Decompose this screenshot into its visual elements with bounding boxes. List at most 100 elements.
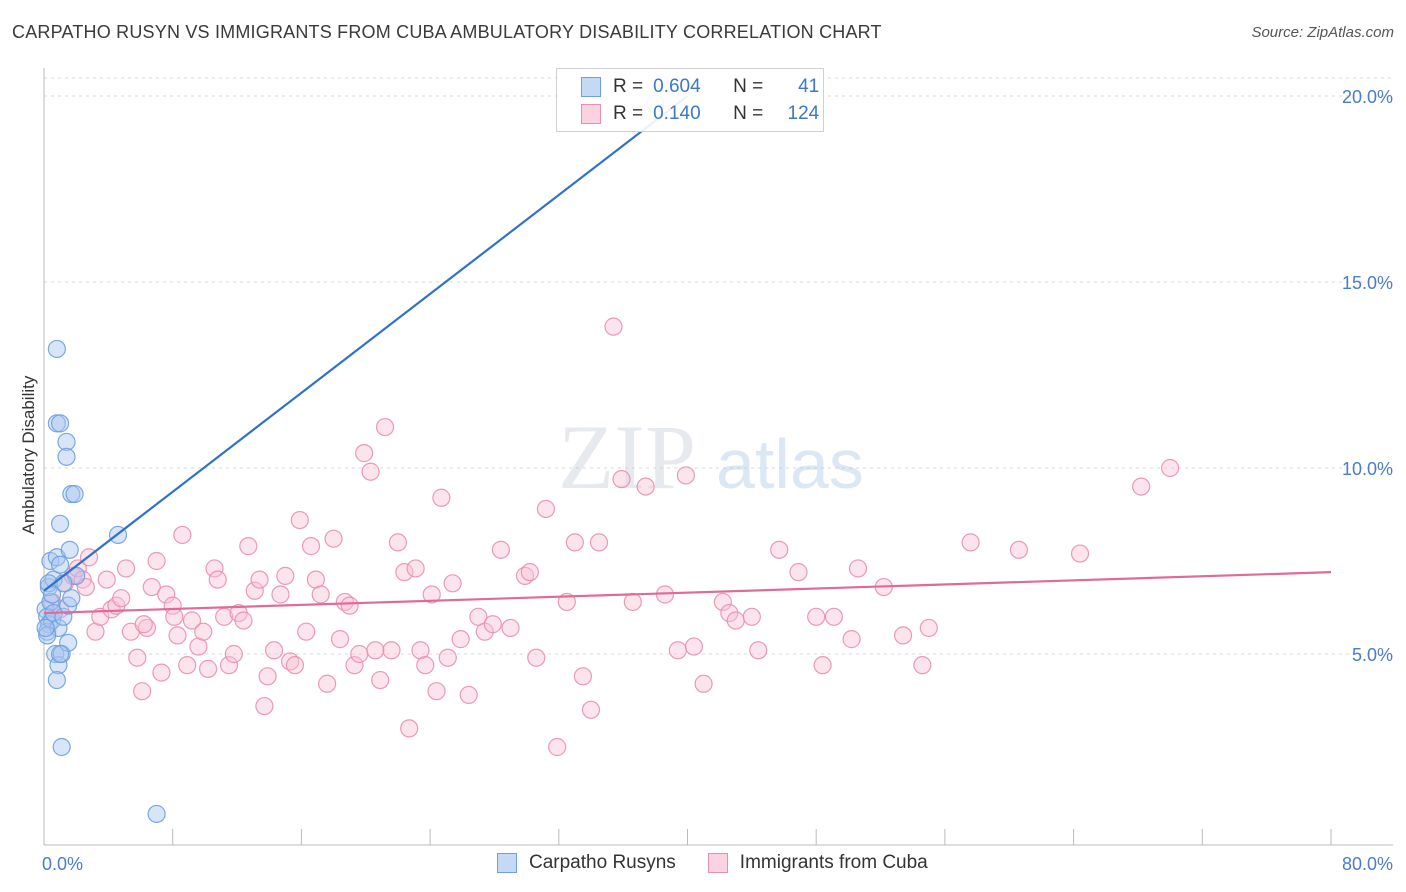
point-carpatho-rusyn [47, 339, 66, 359]
point-immigrants-cuba [432, 488, 451, 507]
point-immigrants-cuba [713, 592, 732, 612]
point-carpatho-rusyn [60, 540, 79, 559]
point-immigrants-cuba [676, 466, 695, 485]
point-carpatho-rusyn [52, 737, 71, 757]
axes [43, 68, 1393, 846]
legend-n-label: N = [733, 76, 764, 97]
point-immigrants-cuba [245, 581, 264, 600]
point-immigrants-cuba [112, 589, 131, 608]
point-immigrants-cuba [165, 607, 184, 626]
y-axis-label: Ambulatory Disability [19, 375, 38, 534]
point-immigrants-cuba [459, 685, 478, 705]
y-tick-label: 20.0% [1342, 87, 1393, 107]
bottom-legend-swatch-pink [707, 853, 728, 873]
trend-lines [43, 95, 1332, 615]
point-carpatho-rusyn [62, 589, 81, 608]
bottom-legend-label: Carpatho Rusyns [529, 852, 676, 873]
point-immigrants-cuba [527, 648, 546, 667]
point-immigrants-cuba [68, 559, 87, 578]
legend: R = 0.604 N = 41 R = 0.140 N = 124 [556, 68, 824, 132]
point-immigrants-cuba [443, 574, 462, 593]
trend-line-cuba [43, 571, 1332, 615]
point-immigrants-cuba [770, 540, 789, 559]
point-immigrants-cuba [636, 477, 655, 496]
point-immigrants-cuba [501, 618, 520, 638]
bottom-legend: Carpatho Rusyns Immigrants from Cuba [497, 852, 960, 874]
point-carpatho-rusyn [41, 592, 60, 612]
point-immigrants-cuba [1132, 477, 1151, 496]
point-immigrants-cuba [134, 615, 153, 634]
point-immigrants-cuba [919, 618, 938, 638]
point-immigrants-cuba [548, 737, 567, 757]
point-immigrants-cuba [318, 674, 337, 693]
point-immigrants-cuba [961, 533, 980, 552]
point-immigrants-cuba [157, 585, 176, 604]
chart-title: CARPATHO RUSYN VS IMMIGRANTS FROM CUBA A… [12, 22, 882, 42]
point-immigrants-cuba [726, 611, 745, 630]
point-immigrants-cuba [789, 563, 808, 582]
point-carpatho-rusyn [46, 644, 65, 664]
point-immigrants-cuba [742, 607, 761, 626]
point-immigrants-cuba [178, 656, 197, 675]
point-immigrants-cuba [395, 563, 414, 582]
point-immigrants-cuba [893, 626, 913, 645]
y-tick-label: 15.0% [1342, 273, 1393, 293]
point-immigrants-cuba [290, 510, 309, 530]
x-tick-min: 0.0% [42, 854, 83, 874]
point-carpatho-rusyn [50, 555, 70, 574]
point-carpatho-rusyn [39, 574, 58, 593]
point-immigrants-cuba [451, 630, 470, 649]
point-immigrants-cuba [234, 611, 253, 630]
watermark-atlas: atlas [716, 425, 864, 503]
point-immigrants-cuba [427, 682, 446, 701]
point-immigrants-cuba [173, 525, 192, 545]
legend-n-value: 41 [798, 76, 820, 97]
point-immigrants-cuba [913, 656, 932, 675]
point-carpatho-rusyn [50, 514, 70, 533]
bottom-legend-cuba: Immigrants from Cuba [707, 852, 928, 874]
point-immigrants-cuba [224, 644, 243, 664]
point-immigrants-cuba [684, 637, 704, 656]
point-immigrants-cuba [612, 470, 631, 489]
point-immigrants-cuba [400, 719, 419, 738]
point-immigrants-cuba [581, 700, 601, 719]
point-immigrants-cuba [133, 682, 152, 701]
point-immigrants-cuba [848, 559, 868, 578]
point-immigrants-cuba [366, 641, 385, 660]
legend-r-value: 0.604 [653, 76, 701, 97]
y-tick-label: 10.0% [1342, 459, 1393, 479]
point-immigrants-cuba [355, 444, 374, 463]
point-immigrants-cuba [340, 596, 359, 615]
point-immigrants-cuba [668, 641, 687, 660]
y-tick-label: 5.0% [1352, 645, 1393, 665]
point-immigrants-cuba [842, 630, 861, 649]
point-immigrants-cuba [749, 641, 768, 660]
point-immigrants-cuba [438, 648, 457, 667]
source-label: Source: ZipAtlas.com [1251, 24, 1394, 41]
point-immigrants-cuba [565, 533, 584, 552]
point-immigrants-cuba [258, 667, 277, 686]
point-immigrants-cuba [422, 585, 441, 604]
point-immigrants-cuba [324, 529, 343, 548]
point-immigrants-cuba [406, 559, 425, 578]
point-immigrants-cuba [128, 648, 147, 667]
point-carpatho-rusyn [57, 432, 76, 452]
watermark: ZIP atlas [558, 406, 864, 508]
point-immigrants-cuba [720, 603, 739, 623]
point-carpatho-rusyn [42, 585, 62, 604]
point-immigrants-cuba [330, 630, 350, 649]
point-carpatho-rusyn [36, 618, 55, 638]
point-immigrants-cuba [208, 570, 227, 589]
point-immigrants-cuba [147, 551, 166, 571]
point-immigrants-cuba [168, 626, 187, 645]
point-immigrants-cuba [350, 644, 369, 664]
point-immigrants-cuba [142, 577, 161, 597]
legend-r-label: R = [613, 103, 644, 124]
point-immigrants-cuba [1070, 544, 1090, 563]
point-immigrants-cuba [345, 656, 364, 675]
point-carpatho-rusyn [147, 804, 166, 824]
legend-n-value: 124 [787, 103, 820, 124]
point-immigrants-cuba [250, 570, 269, 589]
point-immigrants-cuba [573, 667, 593, 686]
